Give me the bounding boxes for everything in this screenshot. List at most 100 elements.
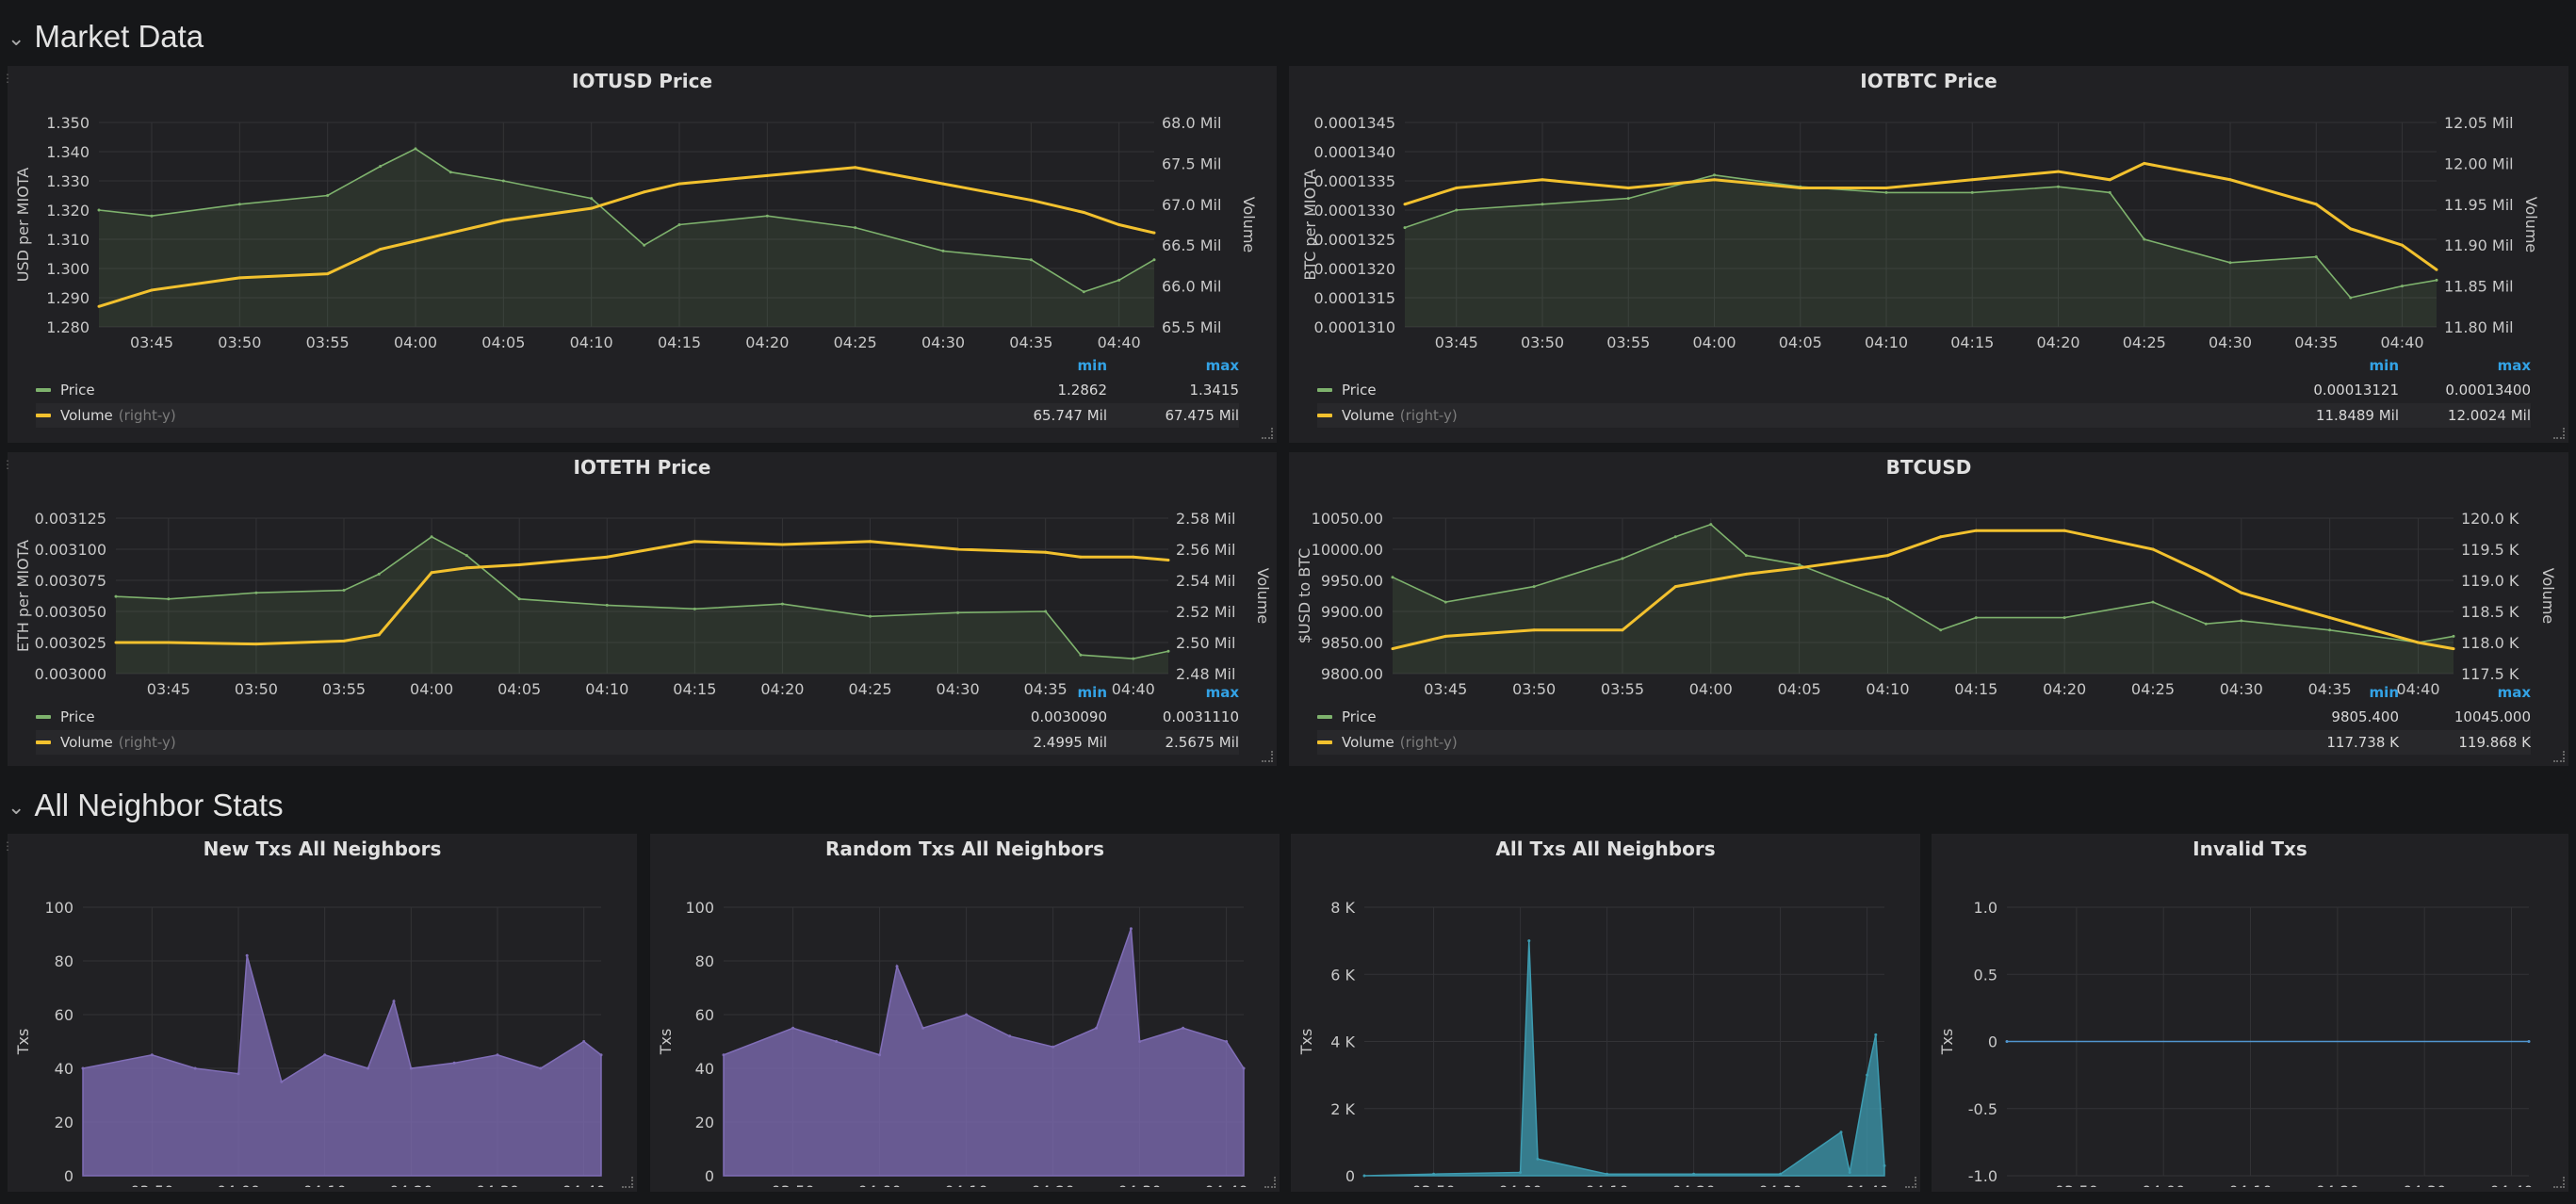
data-point [326,194,330,197]
panel-iotbtc-price[interactable]: IOTBTC Price 0.0001345 0.0001340 0.0001335… [1289,66,2568,443]
data-point [582,1040,586,1043]
x-tick-label: 03:55 [322,680,366,698]
data-point [167,641,171,644]
data-point [326,272,330,276]
data-point [237,203,241,206]
all-txs-chart[interactable]: 8 K 6 K 4 K 2 K 0 03:50 04:00 04:10 04:20 04:30 04… [1291,862,1920,1187]
y-tick-label: 10000.00 [1312,541,1383,559]
data-point [97,208,101,212]
y-tick-label: 0.0001345 [1313,114,1395,132]
btcusd-chart[interactable]: 10050.00 10000.00 9950.00 9900.00 9850.00 980… [1289,480,2568,716]
x-tick-label: 03:50 [218,334,261,351]
data-point [854,226,857,230]
legend-min-header[interactable]: min [2369,684,2399,701]
legend-series-volume[interactable]: Volume (right-y) 11.8489 Mil 12.0024 Mil [1317,403,2531,428]
data-point [2401,285,2404,288]
legend-max-header[interactable]: max [2497,684,2531,701]
data-point [878,1053,882,1057]
panel-btcusd[interactable]: BTCUSD 10050.00 10000.00 9950.00 9900.00 985… [1289,452,2568,766]
y2-axis-label: Volume [1254,568,1272,625]
legend-min-header[interactable]: min [1077,684,1107,701]
legend-swatch [1317,740,1332,744]
data-point [254,643,258,646]
legend-series-price[interactable]: Price 1.2862 1.3415 [36,378,1239,402]
legend-series-suffix: (right-y) [1399,407,1458,424]
resize-handle[interactable] [1262,428,1273,439]
resize-handle[interactable] [1262,751,1273,762]
panel-title: All Txs All Neighbors [1495,838,1716,860]
legend-series-volume[interactable]: Volume (right-y) 2.4995 Mil 2.5675 Mil [36,730,1239,755]
panel-invalid-txs[interactable]: Invalid Txs 1.0 0.5 0 -0.5 -1.0 03:50 04:00 04:… [1932,834,2568,1192]
x-tick-label: 04:15 [673,680,716,698]
row-all-neighbor-stats-header[interactable]: ⌄ All Neighbor Stats [8,788,284,823]
resize-handle[interactable] [2553,1177,2565,1188]
legend-header: min max [36,680,1239,705]
x-tick-label: 04:10 [585,680,628,698]
legend-series-price[interactable]: Price 0.00013121 0.00013400 [1317,378,2531,402]
x-tick-label: 04:20 [1672,1182,1716,1187]
panel-ioteth-price[interactable]: ⋮ IOTETH Price 0.003125 0.003100 0.003075 0… [2,452,1277,766]
random-txs-chart[interactable]: 100 80 60 40 20 0 03:50 04:00 04:10 04:20 04:30 04:… [650,862,1280,1187]
iotusd-legend: min max Price 1.2862 1.3415 Volume (right-y) 65… [36,353,1239,438]
data-point [895,965,899,968]
resize-handle[interactable] [622,1177,633,1188]
data-point [1541,203,1544,206]
data-point [643,190,646,194]
data-point [1626,197,1630,201]
x-tick-label: 04:10 [2228,1182,2272,1187]
y2-tick-label: 65.5 Mil [1162,318,1221,336]
iotbtc-chart[interactable]: 0.0001345 0.0001340 0.0001335 0.0001330 0.00… [1289,94,2568,386]
legend-min-header[interactable]: min [1077,357,1107,374]
x-tick-label: 04:15 [1950,334,1994,351]
new-txs-chart[interactable]: 100 80 60 40 20 0 03:50 04:00 04:10 04:20 04:30 04:… [8,862,637,1187]
invalid-txs-chart[interactable]: 1.0 0.5 0 -0.5 -1.0 03:50 04:00 04:10 04:20 04:30… [1932,862,2568,1187]
legend-series-price[interactable]: Price 0.0030090 0.0031110 [36,705,1239,729]
resize-handle[interactable] [2553,428,2565,439]
y2-axis-label: Volume [2539,568,2557,625]
panel-iotusd-price[interactable]: ⋮ IOTUSD Price 1.350 1.340 1.330 1.320 1.310… [2,66,1277,443]
data-point [1673,585,1677,589]
data-point [1799,186,1802,189]
legend-max-header[interactable]: max [2497,357,2531,374]
y-tick-label: 40 [55,1060,73,1078]
legend-series-suffix: (right-y) [118,734,176,751]
y-tick-label: 1.350 [46,114,90,132]
x-tick-label: 04:35 [2294,334,2338,351]
x-tick-label: 04:00 [1499,1182,1542,1187]
data-point [245,953,249,957]
y2-tick-label: 66.0 Mil [1162,278,1221,296]
x-tick-label: 04:30 [2220,680,2263,698]
legend-min-header[interactable]: min [2369,357,2399,374]
y2-tick-label: 120.0 K [2461,510,2519,528]
legend-series-volume[interactable]: Volume (right-y) 117.738 K 119.868 K [1317,730,2531,755]
legend-max-header[interactable]: max [1205,684,1239,701]
x-tick-label: 04:35 [2308,680,2352,698]
y-tick-label: 1.310 [46,231,90,249]
data-point [599,1053,603,1057]
panel-random-txs-all-neighbors[interactable]: Random Txs All Neighbors 100 80 60 40 20 0 03:… [650,834,1280,1192]
resize-handle[interactable] [1264,1177,1276,1188]
data-point [590,197,594,201]
y2-tick-label: 12.00 Mil [2444,155,2514,172]
data-point [448,171,452,174]
legend-series-price[interactable]: Price 9805.400 10045.000 [1317,705,2531,729]
y2-tick-label: 2.56 Mil [1176,541,1235,559]
legend-max-header[interactable]: max [1205,357,1239,374]
panel-all-txs-all-neighbors[interactable]: All Txs All Neighbors 8 K 6 K 4 K 2 K 0 03:50… [1291,834,1920,1192]
ioteth-legend: min max Price 0.0030090 0.0031110 Volume (righ… [36,680,1239,756]
y2-tick-label: 11.80 Mil [2444,318,2514,336]
x-tick-label: 04:35 [1024,680,1068,698]
row-market-data-header[interactable]: ⌄ Market Data [8,19,204,55]
data-point [693,607,696,610]
legend-series-volume[interactable]: Volume (right-y) 65.747 Mil 67.475 Mil [36,403,1239,428]
y-tick-label: 60 [695,1006,714,1024]
data-point [150,1053,154,1057]
resize-handle[interactable] [2553,751,2565,762]
y2-tick-label: 66.5 Mil [1162,236,1221,254]
resize-handle[interactable] [1905,1177,1916,1188]
iotusd-chart[interactable]: 1.350 1.340 1.330 1.320 1.310 1.300 1.290 1.280… [8,94,1277,386]
legend-series-name: Price [1342,708,1377,725]
ioteth-chart[interactable]: 0.003125 0.003100 0.003075 0.003050 0.003025… [8,480,1277,716]
panel-new-txs-all-neighbors[interactable]: ⋮ New Txs All Neighbors 10080604020003:5… [2,834,637,1192]
data-point [367,1066,369,1070]
